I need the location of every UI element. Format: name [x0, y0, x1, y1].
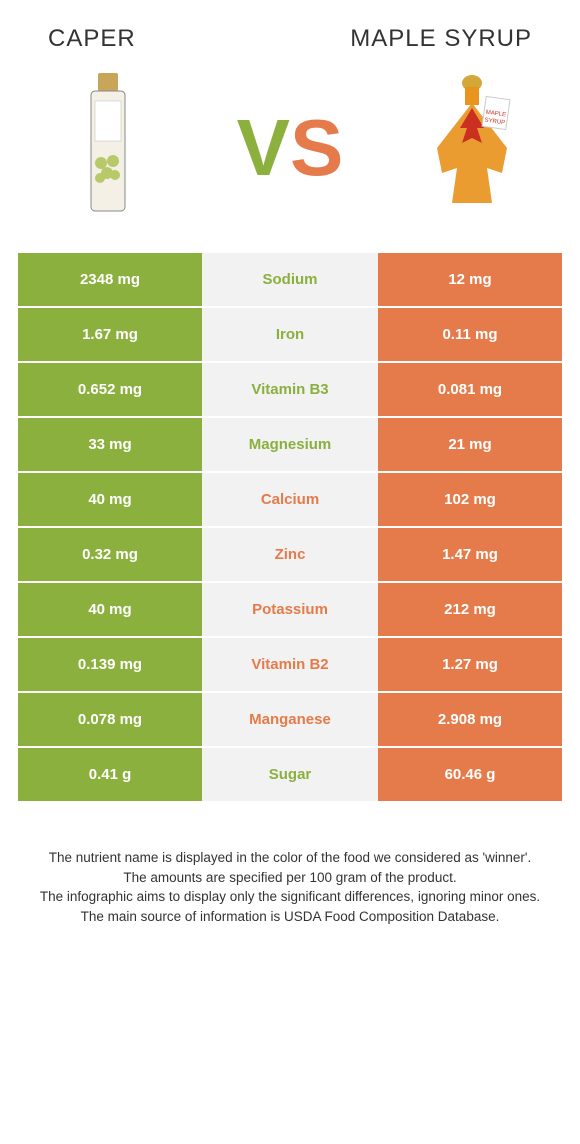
- images-row: VS MAPLE SYRUP: [18, 68, 562, 228]
- nutrient-label: Magnesium: [202, 418, 378, 471]
- right-value: 212 mg: [378, 583, 562, 636]
- left-value: 2348 mg: [18, 253, 202, 306]
- vs-label: VS: [168, 102, 412, 194]
- nutrient-label: Calcium: [202, 473, 378, 526]
- right-value: 1.27 mg: [378, 638, 562, 691]
- nutrient-label: Sugar: [202, 748, 378, 801]
- vs-v: V: [237, 103, 290, 192]
- table-row: 1.67 mgIron0.11 mg: [18, 308, 562, 363]
- nutrient-label: Manganese: [202, 693, 378, 746]
- right-value: 60.46 g: [378, 748, 562, 801]
- left-value: 33 mg: [18, 418, 202, 471]
- right-value: 2.908 mg: [378, 693, 562, 746]
- right-value: 1.47 mg: [378, 528, 562, 581]
- footer-line-1: The nutrient name is displayed in the co…: [28, 848, 552, 868]
- table-row: 0.32 mgZinc1.47 mg: [18, 528, 562, 583]
- table-row: 40 mgPotassium212 mg: [18, 583, 562, 638]
- footer-line-4: The main source of information is USDA F…: [28, 907, 552, 927]
- left-value: 0.32 mg: [18, 528, 202, 581]
- nutrient-label: Potassium: [202, 583, 378, 636]
- table-row: 2348 mgSodium12 mg: [18, 253, 562, 308]
- footer-line-3: The infographic aims to display only the…: [28, 887, 552, 907]
- footer-notes: The nutrient name is displayed in the co…: [18, 848, 562, 926]
- left-value: 0.139 mg: [18, 638, 202, 691]
- left-value: 40 mg: [18, 473, 202, 526]
- left-value: 40 mg: [18, 583, 202, 636]
- maple-syrup-image: MAPLE SYRUP: [412, 68, 532, 228]
- nutrient-label: Vitamin B2: [202, 638, 378, 691]
- table-row: 40 mgCalcium102 mg: [18, 473, 562, 528]
- nutrient-label: Sodium: [202, 253, 378, 306]
- table-row: 0.41 gSugar60.46 g: [18, 748, 562, 803]
- left-value: 0.41 g: [18, 748, 202, 801]
- footer-line-2: The amounts are specified per 100 gram o…: [28, 868, 552, 888]
- right-value: 102 mg: [378, 473, 562, 526]
- right-value: 0.081 mg: [378, 363, 562, 416]
- caper-image: [48, 68, 168, 228]
- nutrient-label: Iron: [202, 308, 378, 361]
- left-value: 1.67 mg: [18, 308, 202, 361]
- table-row: 0.078 mgManganese2.908 mg: [18, 693, 562, 748]
- right-value: 0.11 mg: [378, 308, 562, 361]
- nutrient-label: Vitamin B3: [202, 363, 378, 416]
- left-value: 0.078 mg: [18, 693, 202, 746]
- table-row: 0.652 mgVitamin B30.081 mg: [18, 363, 562, 418]
- nutrient-label: Zinc: [202, 528, 378, 581]
- table-row: 0.139 mgVitamin B21.27 mg: [18, 638, 562, 693]
- header: CAPER MAPLE SYRUP: [18, 25, 562, 53]
- left-value: 0.652 mg: [18, 363, 202, 416]
- nutrient-table: 2348 mgSodium12 mg1.67 mgIron0.11 mg0.65…: [18, 253, 562, 803]
- right-value: 12 mg: [378, 253, 562, 306]
- left-food-title: CAPER: [48, 25, 136, 53]
- table-row: 33 mgMagnesium21 mg: [18, 418, 562, 473]
- right-value: 21 mg: [378, 418, 562, 471]
- vs-s: S: [290, 103, 343, 192]
- right-food-title: MAPLE SYRUP: [350, 25, 532, 53]
